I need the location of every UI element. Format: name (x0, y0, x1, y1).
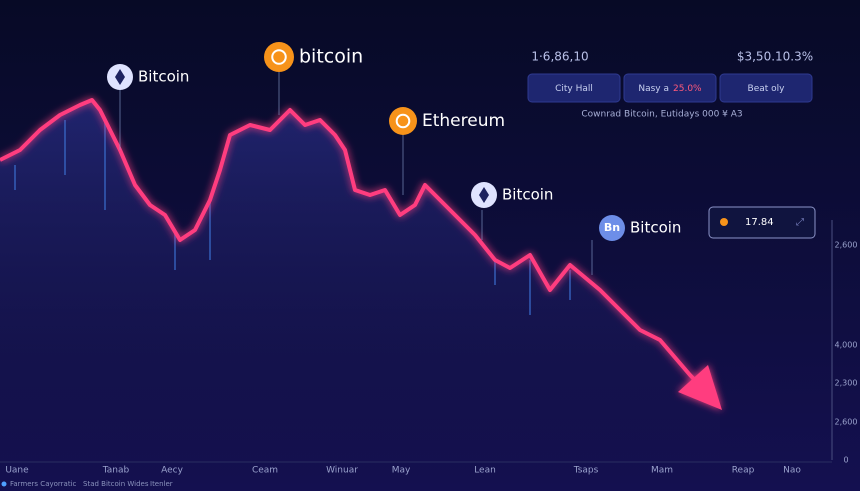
button (719, 73, 813, 103)
x-axis-label: Nao (783, 466, 801, 476)
right-axis-label: 2,600 (835, 418, 858, 427)
button-text: City Hall (555, 84, 593, 94)
arrow-head (678, 365, 722, 410)
coin-icon (599, 215, 625, 241)
x-axis-label: Uane (5, 466, 29, 476)
icon-dot (395, 113, 411, 129)
x-axis-label: May (392, 466, 411, 476)
x-axis-label: Ceam (252, 466, 278, 476)
right-axis-label: 2,600 (835, 241, 858, 250)
icon-diamond (479, 187, 489, 203)
coin-label: bitcoin (299, 46, 363, 68)
right-axis-label: 4,000 (835, 341, 858, 350)
ticker-icon (720, 218, 728, 226)
label-pins (119, 72, 593, 275)
ticker-value: 17.84 (745, 217, 774, 228)
button-label: Nasy a (638, 84, 669, 94)
coin-label: Bitcoin (630, 219, 681, 237)
x-axis-label: Aecy (161, 466, 183, 476)
caption: Cownrad Bitcoin, Eutidays 000 ¥ A3 (581, 110, 742, 120)
button-text: Nasy a 25.0% (638, 84, 702, 94)
right-axis-label: 2,300 (835, 379, 858, 388)
icon-dot (271, 49, 287, 65)
coin-label: Bitcoin (138, 68, 189, 86)
footer-text: Stad Bitcoin Wides (83, 480, 149, 488)
coin-icon (264, 42, 294, 72)
x-axis-label: Mam (651, 466, 673, 476)
coin-label: Bitcoin (502, 186, 553, 204)
x-axis-label: Tsaps (573, 466, 599, 476)
coin-icon (389, 107, 417, 135)
footer-text: Farmers Cayorratic (10, 480, 77, 488)
header-right: $3,50.10.3% (737, 50, 813, 64)
button-label: City Hall (555, 84, 593, 94)
right-axis-label: 0 (843, 456, 848, 465)
x-axis-label: Lean (474, 466, 496, 476)
x-axis-label: Tanab (102, 466, 130, 476)
button-highlight: 25.0% (673, 84, 702, 94)
footer-text: Itenler (150, 480, 173, 488)
ticker-box (708, 206, 816, 239)
button (527, 73, 621, 103)
x-axis-label: Winuar (326, 466, 358, 476)
area (0, 100, 720, 462)
icon-diamond (115, 69, 125, 85)
button-label: Beat oly (748, 84, 786, 94)
button (623, 73, 717, 103)
price-line (0, 98, 714, 400)
button-text: Beat oly (748, 84, 786, 94)
ticker-arrow: ⤢ (796, 217, 804, 228)
x-axis-label: Reap (732, 466, 755, 476)
spikes (14, 120, 571, 315)
footer-dot (1, 481, 7, 487)
icon-text: Bn (604, 221, 620, 234)
header-left: 1·6,86,10 (531, 50, 588, 64)
coin-label: Ethereum (422, 111, 505, 131)
